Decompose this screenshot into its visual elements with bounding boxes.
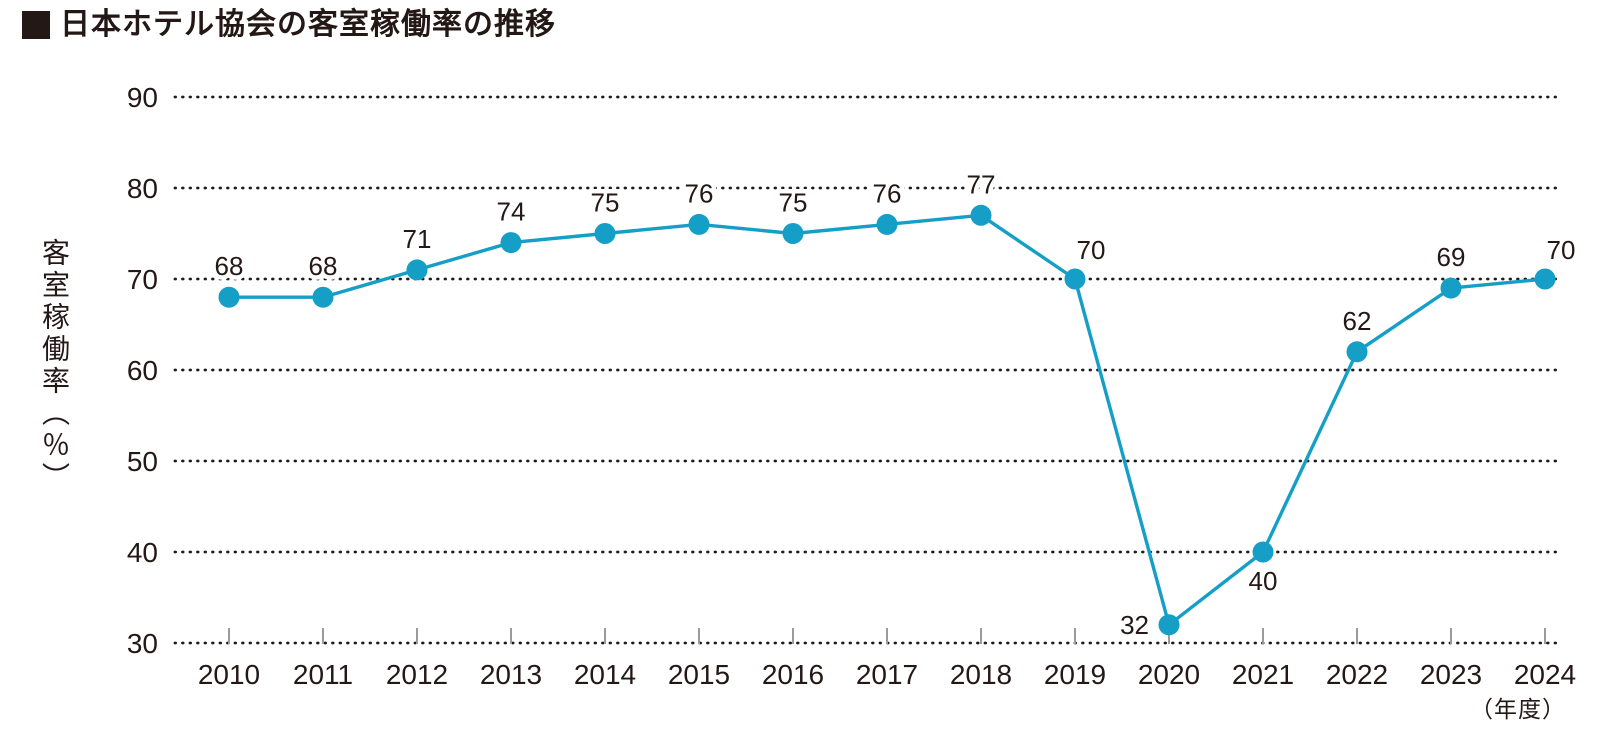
data-point-label: 68	[215, 251, 244, 281]
x-tick-label: 2016	[762, 659, 824, 690]
x-tick-label: 2015	[668, 659, 730, 690]
x-tick-label: 2013	[480, 659, 542, 690]
y-axis-title: 客室稼働率（％）	[39, 238, 70, 494]
data-point-label: 77	[967, 169, 996, 199]
data-point	[782, 223, 804, 244]
data-point-label: 40	[1249, 566, 1278, 596]
data-point	[1252, 541, 1274, 563]
data-point-label: 75	[779, 188, 808, 218]
data-point	[1440, 277, 1462, 299]
data-point	[1158, 614, 1180, 636]
x-tick-label: 2018	[950, 659, 1012, 690]
data-point-label: 62	[1343, 306, 1372, 336]
x-tick-label: 2020	[1138, 659, 1200, 690]
x-tick-label: 2010	[198, 659, 260, 690]
data-point	[312, 286, 334, 308]
data-point	[1534, 268, 1556, 290]
x-tick-label: 2021	[1232, 659, 1294, 690]
data-point	[594, 223, 616, 244]
title-square-icon	[22, 11, 50, 39]
y-tick-label: 60	[127, 355, 158, 386]
data-point	[500, 232, 522, 254]
data-point-label: 76	[685, 178, 714, 208]
data-point-label: 74	[497, 197, 526, 227]
x-tick-label: 2022	[1326, 659, 1388, 690]
chart-title: 日本ホテル協会の客室稼働率の推移	[60, 8, 556, 41]
y-tick-label: 90	[127, 82, 158, 113]
data-point-label: 68	[309, 251, 338, 281]
x-axis-unit-label: （年度）	[1470, 696, 1566, 722]
data-line	[227, 213, 1547, 627]
data-point	[688, 213, 710, 235]
y-tick-label: 30	[127, 628, 158, 659]
x-tick-label: 2024	[1514, 659, 1576, 690]
data-point-label: 75	[591, 188, 620, 218]
chart-title-row: 日本ホテル協会の客室稼働率の推移	[22, 10, 556, 40]
x-tick-label: 2023	[1420, 659, 1482, 690]
x-tick-label: 2011	[293, 659, 353, 690]
y-tick-label: 70	[127, 264, 158, 295]
x-tick-label: 2014	[574, 659, 636, 690]
y-tick-label: 50	[127, 446, 158, 477]
data-point	[970, 204, 992, 226]
data-point	[1346, 341, 1368, 363]
data-point	[1064, 268, 1086, 290]
data-point-label: 76	[873, 178, 902, 208]
data-point	[876, 213, 898, 235]
x-tick-label: 2019	[1044, 659, 1106, 690]
data-point-label: 69	[1437, 242, 1466, 272]
data-point	[406, 259, 428, 281]
data-point-label: 71	[403, 224, 432, 254]
data-point	[218, 286, 240, 308]
x-tick-label: 2012	[386, 659, 448, 690]
y-tick-label: 80	[127, 173, 158, 204]
y-tick-label: 40	[127, 537, 158, 568]
data-point-label: 32	[1120, 610, 1149, 640]
data-point-label: 70	[1547, 235, 1576, 265]
data-point-label: 70	[1077, 235, 1106, 265]
x-tick-label: 2017	[856, 659, 918, 690]
